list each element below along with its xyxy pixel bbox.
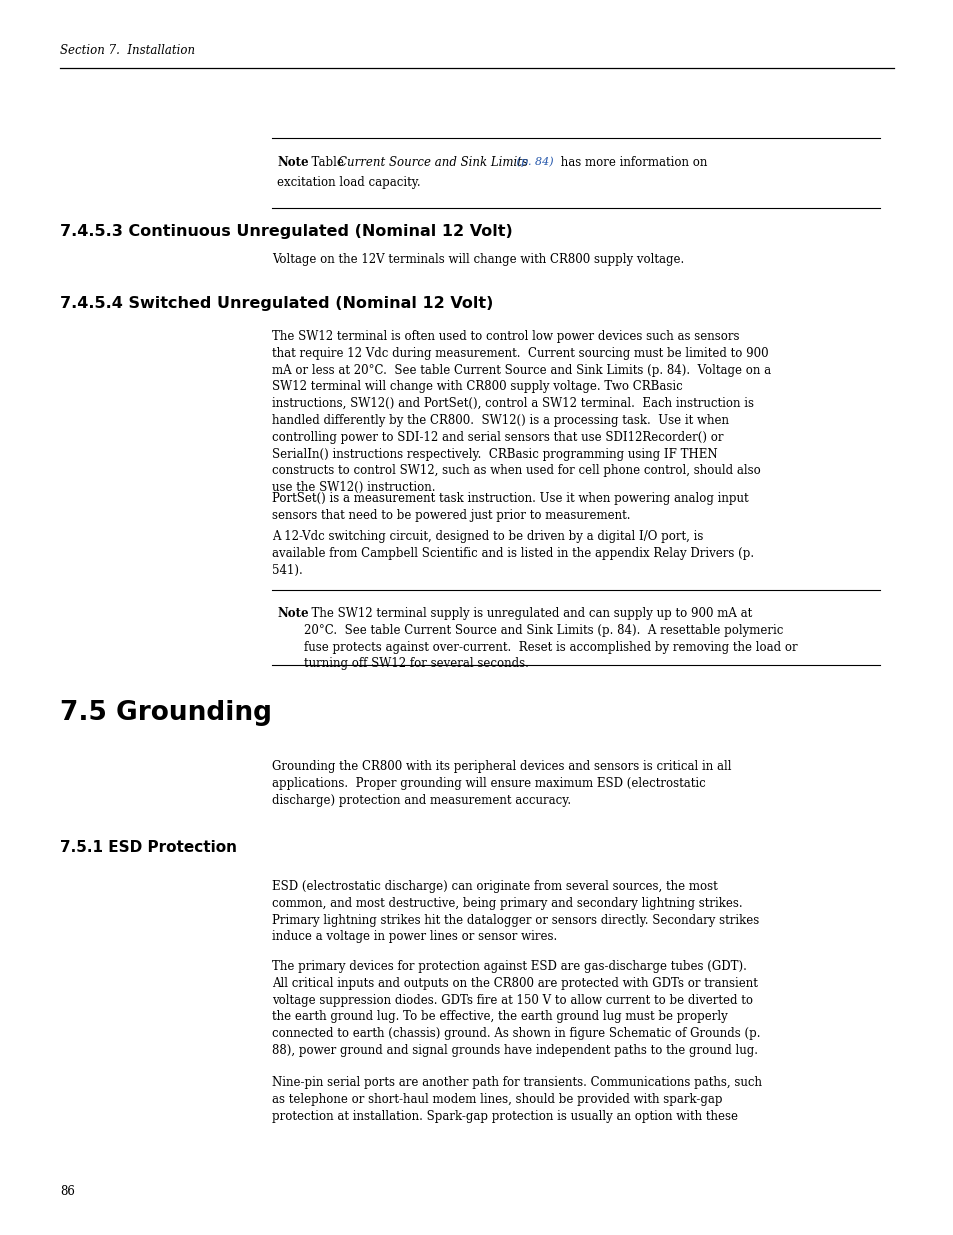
Text: Table: Table xyxy=(304,156,347,169)
Text: Section 7.  Installation: Section 7. Installation xyxy=(60,44,195,57)
Text: The ​SW12 terminal is often used to control low power devices such as sensors
th: The ​SW12 terminal is often used to cont… xyxy=(272,330,770,494)
Text: Current Source and Sink Limits: Current Source and Sink Limits xyxy=(337,156,527,169)
Text: A 12-Vdc switching circuit, designed to be driven by a digital I/O port, is
avai: A 12-Vdc switching circuit, designed to … xyxy=(272,530,753,577)
Text: Note: Note xyxy=(276,156,309,169)
Text: 7.5.1 ESD Protection: 7.5.1 ESD Protection xyxy=(60,840,236,855)
Text: The ​SW12 terminal supply is unregulated and can supply up to 900 mA at
20°C.  S: The ​SW12 terminal supply is unregulated… xyxy=(304,606,797,671)
Text: 7.5 Grounding: 7.5 Grounding xyxy=(60,700,272,726)
Text: Voltage on the ​12V terminals will change with CR800 supply voltage.: Voltage on the ​12V terminals will chang… xyxy=(272,253,683,266)
Text: (p. 84): (p. 84) xyxy=(513,156,553,167)
Text: 86: 86 xyxy=(60,1186,74,1198)
Text: Note: Note xyxy=(276,606,309,620)
Text: Nine-pin serial ports are another path for transients. Communications paths, suc: Nine-pin serial ports are another path f… xyxy=(272,1076,761,1123)
Text: The primary devices for protection against ESD are gas-discharge tubes (GDT).
Al: The primary devices for protection again… xyxy=(272,960,760,1057)
Text: Grounding the CR800 with its peripheral devices and sensors is critical in all
a: Grounding the CR800 with its peripheral … xyxy=(272,760,731,806)
Text: excitation load capacity.: excitation load capacity. xyxy=(276,177,420,189)
Text: ​PortSet() is a measurement task instruction. Use it when powering analog input
: ​PortSet() is a measurement task instruc… xyxy=(272,492,748,522)
Text: has more information on: has more information on xyxy=(557,156,706,169)
Text: 7.4.5.4 Switched Unregulated (Nominal 12 Volt): 7.4.5.4 Switched Unregulated (Nominal 12… xyxy=(60,296,493,311)
Text: ESD (electrostatic discharge) can originate from several sources, the most
commo: ESD (electrostatic discharge) can origin… xyxy=(272,881,759,944)
Text: 7.4.5.3 Continuous Unregulated (Nominal 12 Volt): 7.4.5.3 Continuous Unregulated (Nominal … xyxy=(60,224,512,240)
